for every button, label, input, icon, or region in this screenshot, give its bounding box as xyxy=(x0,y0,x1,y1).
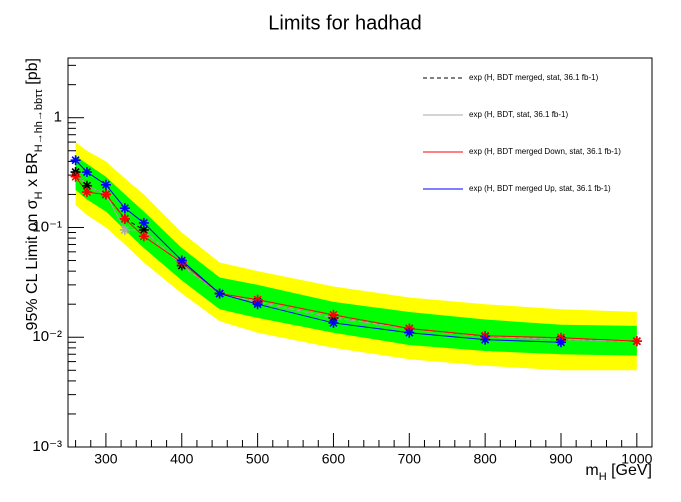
plot-frame xyxy=(67,57,653,448)
y-tick-label: 10⁻² xyxy=(32,328,62,345)
band xyxy=(75,142,637,371)
x-tick-label: 500 xyxy=(246,451,270,467)
marker xyxy=(252,299,263,310)
x-tick-label: 300 xyxy=(94,451,118,467)
legend-label: exp (H, BDT merged, stat, 36.1 fb-1) xyxy=(469,73,599,82)
marker xyxy=(480,334,491,345)
y-axis-label-part: H→hh→bbττ xyxy=(33,88,45,152)
y-axis-label-part: x BR xyxy=(24,152,41,191)
marker xyxy=(81,187,92,198)
marker xyxy=(100,179,111,190)
marker xyxy=(119,213,130,224)
marker xyxy=(631,336,642,347)
y-axis-label-part: 95% CL Limit on σ xyxy=(24,199,41,330)
marker xyxy=(119,224,130,235)
marker xyxy=(81,180,92,191)
legend-label: exp (H, BDT, stat, 36.1 fb-1) xyxy=(469,110,568,119)
x-axis-label-part: [GeV] xyxy=(607,462,652,479)
marker xyxy=(555,337,566,348)
y-axis-label-part: H xyxy=(33,191,45,199)
marker xyxy=(138,217,149,228)
marker xyxy=(328,317,339,328)
marker xyxy=(176,255,187,266)
y-tick-label: 10⁻³ xyxy=(32,438,62,455)
marker xyxy=(328,309,339,320)
y-tick-label: 1 xyxy=(54,109,62,126)
marker xyxy=(138,231,149,242)
chart-title: Limits for hadhad xyxy=(268,12,421,34)
marker xyxy=(404,327,415,338)
y-axis-label: 95% CL Limit on σH x BRH→hh→bbττ [pb] xyxy=(24,58,45,330)
marker xyxy=(70,155,81,166)
band xyxy=(75,155,637,356)
x-tick-label: 600 xyxy=(322,451,346,467)
y-axis-label-part: [pb] xyxy=(24,58,41,89)
legend-label: exp (H, BDT merged Up, stat, 36.1 fb-1) xyxy=(469,184,611,193)
marker xyxy=(100,189,111,200)
marker xyxy=(138,224,149,235)
x-tick-label: 900 xyxy=(549,451,573,467)
marker xyxy=(119,203,130,214)
x-axis-label: mH [GeV] xyxy=(585,462,652,483)
marker xyxy=(214,288,225,299)
x-axis-label-part: m xyxy=(585,462,598,479)
marker xyxy=(81,167,92,178)
x-tick-label: 700 xyxy=(398,451,422,467)
x-axis-label-part: H xyxy=(599,471,607,483)
x-tick-label: 400 xyxy=(170,451,194,467)
x-tick-label: 800 xyxy=(473,451,497,467)
y-tick-label: 10⁻¹ xyxy=(32,218,62,235)
marker xyxy=(70,171,81,182)
legend-label: exp (H, BDT merged Down, stat, 36.1 fb-1… xyxy=(469,147,621,156)
x-tick-label: 1000 xyxy=(621,451,652,467)
